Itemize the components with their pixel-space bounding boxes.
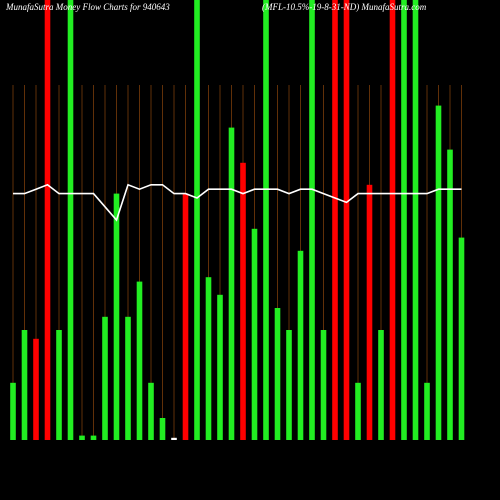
bar [401,0,407,440]
bar [182,193,189,440]
bar [228,127,235,440]
bar [113,193,120,440]
bar [366,184,373,440]
bar [79,435,85,440]
bar [56,330,62,440]
bar [159,418,166,440]
bar [412,0,419,440]
bar [435,105,442,440]
bar [33,338,39,440]
bar [10,382,16,440]
bar [263,0,269,440]
bar [332,0,338,440]
chart-title: MunafaSutra Money Flow Charts for 940643 [5,2,170,12]
bar [274,308,281,440]
chart-subtitle: (MFL-10.5%-19-8-31-ND) MunafaSutra.com [262,2,427,12]
line [13,183,462,222]
bar [297,250,304,440]
bar [136,281,143,440]
bar [194,0,200,440]
bar [309,0,315,440]
bar [424,382,430,440]
bar [171,437,177,440]
line-layer [13,183,462,222]
bar [458,237,465,440]
bar [217,294,223,440]
bar [205,277,212,440]
bar [240,162,246,441]
bar [148,382,154,440]
bar [67,0,74,440]
bar [90,435,97,440]
bar [125,316,131,440]
bar [389,0,396,440]
bar [343,0,350,440]
bar [251,228,258,440]
bar [378,330,384,440]
bar [447,149,453,440]
bar-layer [10,0,465,441]
bar [320,330,327,440]
bar [44,0,51,440]
bar [355,382,361,440]
bar [21,330,28,440]
bar [102,316,108,440]
bar [286,330,292,440]
